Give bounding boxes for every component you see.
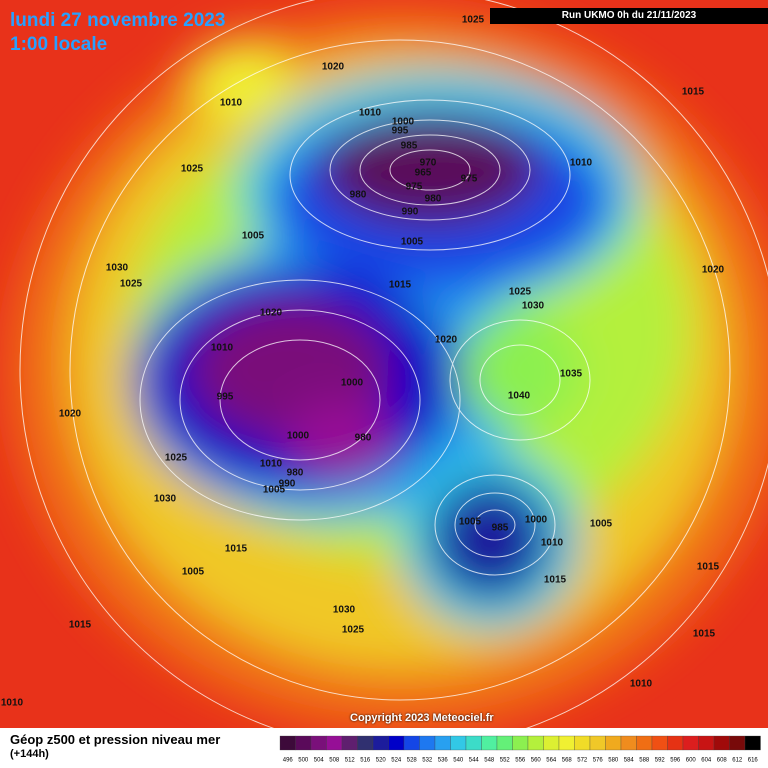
isobar-label: 1030 — [106, 263, 129, 274]
isobar-label: 970 — [420, 158, 437, 169]
map: 1025102010101015102510101000995985970965… — [0, 0, 768, 728]
isobar-label: 1030 — [333, 605, 356, 616]
isobar-label: 980 — [355, 433, 372, 444]
isobar-label: 1035 — [560, 369, 583, 380]
time: 1:00 locale — [10, 34, 108, 55]
isobar-label: 1025 — [342, 625, 365, 636]
isobar-label: 1010 — [630, 679, 653, 690]
date: lundi 27 novembre 2023 — [10, 10, 226, 31]
isobar-label: 1015 — [697, 562, 720, 573]
isobar-label: 1005 — [182, 567, 205, 578]
isobar-label: 1010 — [541, 538, 564, 549]
isobar-label: 1025 — [165, 453, 188, 464]
isobar-label: 1005 — [590, 519, 613, 530]
isobar-label: 995 — [392, 126, 409, 137]
isobar-label: 1040 — [508, 391, 531, 402]
isobar-label: 1010 — [1, 698, 24, 709]
isobar-labels: 1025102010101015102510101000995985970965… — [1, 15, 725, 709]
isobar-label: 1005 — [242, 231, 265, 242]
isobar-label: 985 — [492, 523, 509, 534]
isobar-label: 990 — [279, 479, 296, 490]
isobar-label: 990 — [402, 207, 419, 218]
isobar-label: 1025 — [120, 279, 143, 290]
isobar-label: 1000 — [525, 515, 548, 526]
isobar-label: 1020 — [322, 62, 345, 73]
isobar-label: 1000 — [287, 431, 310, 442]
isobar-label: 1000 — [341, 378, 364, 389]
isobar-label: 975 — [406, 182, 423, 193]
isobar-label: 1010 — [359, 108, 382, 119]
isobar-label: 965 — [415, 168, 432, 179]
isobar-label: 975 — [461, 174, 478, 185]
isobar-label: 1025 — [181, 164, 204, 175]
isobar-label: 1015 — [69, 620, 92, 631]
isobar-label: 995 — [217, 392, 234, 403]
isobar-label: 1020 — [435, 335, 458, 346]
isobar-label: 1015 — [682, 87, 705, 98]
isobar-label: 1015 — [389, 280, 412, 291]
isobar-label: 1015 — [693, 629, 716, 640]
isobar-label: 1030 — [522, 301, 545, 312]
isobar-label: 1030 — [154, 494, 177, 505]
run-info: Run UKMO 0h du 21/11/2023 — [490, 8, 768, 24]
legend-title: Géop z500 et pression niveau mer — [10, 732, 221, 747]
isobar-label: 1010 — [260, 459, 283, 470]
isobar-label: 980 — [350, 190, 367, 201]
isobar-label: 1005 — [401, 237, 424, 248]
isobar-label: 1020 — [59, 409, 82, 420]
isobar-label: 1010 — [220, 98, 243, 109]
isobar-label: 1000 — [392, 117, 415, 128]
copyright: Copyright 2023 Meteociel.fr — [350, 712, 494, 724]
isobar-label: 985 — [401, 141, 418, 152]
isobar-label: 1005 — [263, 485, 286, 496]
isobar-label: 980 — [425, 194, 442, 205]
isobar-label: 1005 — [459, 517, 482, 528]
isobar-label: 1020 — [702, 265, 725, 276]
isobar-label: 980 — [287, 468, 304, 479]
isobar-label: 1010 — [570, 158, 593, 169]
isobar-label: 1025 — [509, 287, 532, 298]
legend-subtitle: (+144h) — [10, 748, 49, 760]
isobar-label: 1020 — [260, 308, 283, 319]
isobar-label: 1010 — [211, 343, 234, 354]
isobar-label: 1025 — [462, 15, 485, 26]
geopotential-field — [10, 10, 768, 728]
isobar-label: 1015 — [225, 544, 248, 555]
isobar-label: 1015 — [544, 575, 567, 586]
isobars — [19, 0, 768, 728]
